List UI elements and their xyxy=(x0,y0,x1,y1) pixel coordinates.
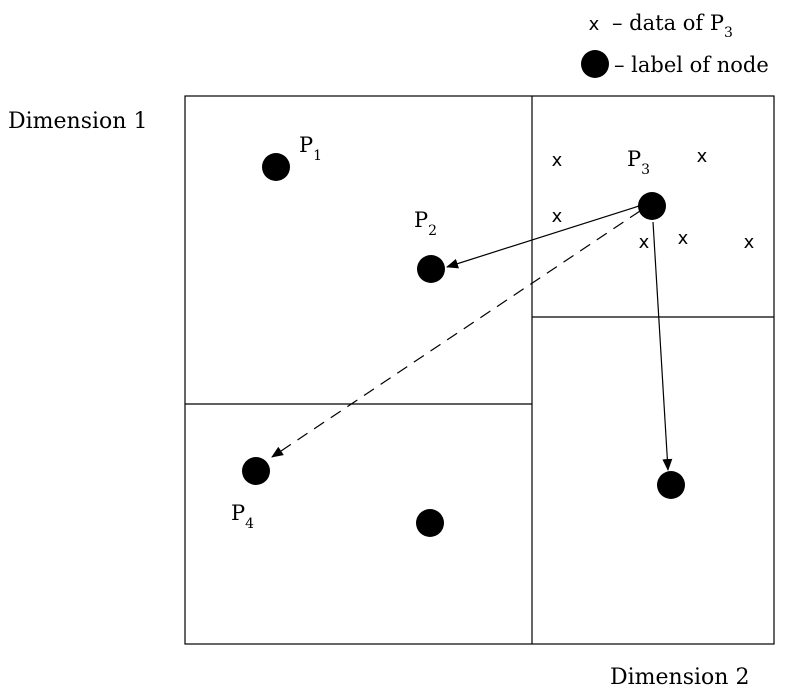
node-unlabeled-right xyxy=(657,471,685,499)
data-marker-6: x xyxy=(744,232,755,253)
node-p4 xyxy=(242,457,270,485)
legend-data-label: – data of P3 xyxy=(612,11,733,41)
label-p1: P1 xyxy=(299,133,322,164)
data-marker-2: x xyxy=(697,146,708,167)
data-marker-5: x xyxy=(678,228,689,249)
legend-node-label: – label of node xyxy=(614,53,769,77)
axis-label-dimension-2: Dimension 2 xyxy=(610,665,749,690)
axis-label-dimension-1: Dimension 1 xyxy=(8,109,147,134)
arrow-p3-to-p4-dashed xyxy=(271,210,641,458)
legend-node-marker xyxy=(581,50,609,78)
data-marker-4: x xyxy=(639,232,650,253)
outer-region xyxy=(184,95,775,645)
label-p4: P4 xyxy=(231,501,254,532)
label-p2: P2 xyxy=(414,208,437,239)
legend-data-marker: x xyxy=(589,14,600,35)
arrow-p3-to-node xyxy=(652,221,673,471)
legend: x – data of P3 – label of node xyxy=(581,11,769,78)
node-p2 xyxy=(417,255,445,283)
node-p3 xyxy=(638,192,666,220)
node-p1 xyxy=(262,153,290,181)
data-marker-3: x xyxy=(552,206,563,227)
node-unlabeled-bottom xyxy=(416,509,444,537)
arrow-p3-to-p2 xyxy=(446,205,640,269)
label-p3: P3 xyxy=(627,147,650,178)
data-marker-1: x xyxy=(552,150,563,171)
